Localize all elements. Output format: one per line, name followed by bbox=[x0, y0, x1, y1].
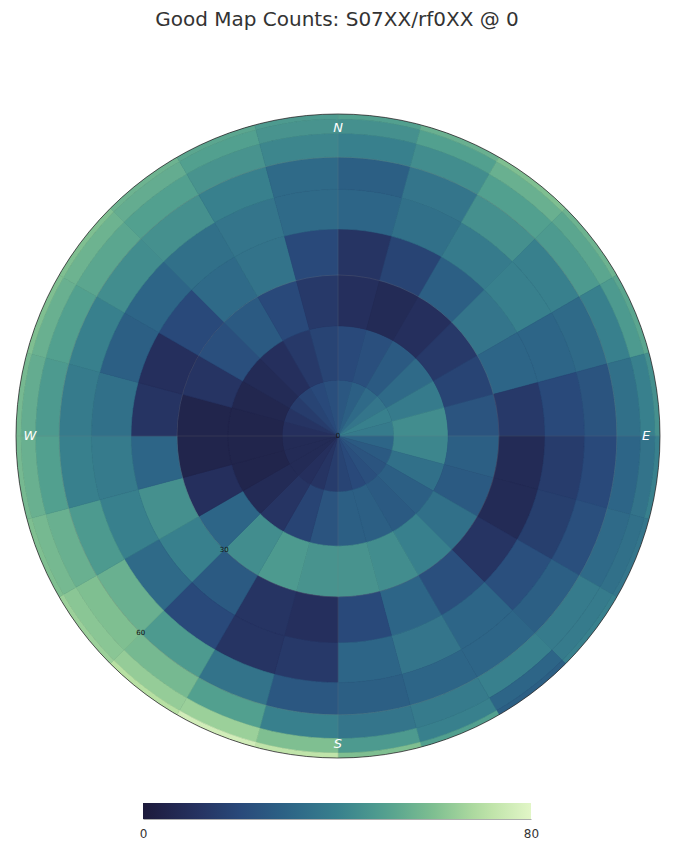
compass-label: W bbox=[24, 428, 38, 443]
heat-cell bbox=[562, 208, 617, 277]
heat-cell bbox=[538, 372, 585, 436]
heat-cell bbox=[284, 229, 338, 280]
sky-background bbox=[16, 114, 660, 758]
heat-cell bbox=[489, 650, 562, 711]
heat-cell bbox=[177, 125, 256, 161]
ring-tick-label: 0 bbox=[336, 432, 340, 440]
heat-cell bbox=[27, 518, 63, 597]
heat-cell bbox=[91, 372, 138, 436]
colorbar-axis-line bbox=[144, 819, 532, 820]
heat-cell bbox=[110, 157, 179, 212]
colorbar-tick-label: 80 bbox=[524, 827, 539, 841]
graticule-meridian bbox=[16, 436, 338, 437]
heat-cell bbox=[177, 436, 232, 478]
heat-cell bbox=[489, 161, 562, 222]
heat-cell bbox=[338, 436, 352, 492]
heat-cell bbox=[538, 436, 585, 500]
colorbar-axis: 0 80 bbox=[140, 819, 539, 841]
heat-cell bbox=[420, 125, 499, 161]
colorbar bbox=[143, 803, 531, 819]
heat-cell bbox=[63, 212, 124, 285]
heat-cell bbox=[309, 326, 338, 382]
heat-cell bbox=[131, 436, 182, 490]
heat-cell bbox=[338, 490, 367, 546]
heat-cell bbox=[63, 587, 124, 660]
heat-cell bbox=[91, 436, 138, 500]
heat-cell bbox=[59, 595, 114, 664]
heat-cell bbox=[282, 436, 338, 450]
chart: Good Map Counts: S07XX/rf0XX @ 0 0 30 60 N E S… bbox=[0, 0, 674, 852]
compass-label: E bbox=[642, 428, 651, 443]
plot-area bbox=[16, 114, 660, 758]
heat-cell bbox=[296, 275, 338, 330]
colorbar-tick: 80 bbox=[524, 819, 539, 841]
ring-tick-label: 30 bbox=[220, 546, 229, 554]
sky-outline bbox=[16, 114, 660, 758]
heat-cell bbox=[114, 161, 187, 222]
heat-cell bbox=[497, 157, 566, 212]
heat-cell bbox=[338, 542, 380, 597]
heat-cell bbox=[494, 382, 545, 436]
heat-cell bbox=[177, 711, 256, 747]
ring-tick-label: 60 bbox=[136, 629, 145, 637]
heat-cell bbox=[497, 660, 566, 715]
heat-cell bbox=[27, 275, 63, 354]
heat-cell bbox=[110, 660, 179, 715]
heat-cell bbox=[392, 407, 448, 436]
heat-cell bbox=[338, 592, 392, 643]
heat-cell bbox=[338, 189, 402, 236]
heat-cell bbox=[552, 587, 613, 660]
graticule-meridian bbox=[338, 114, 339, 436]
colorbar-tick: 0 bbox=[140, 819, 148, 841]
heat-cell bbox=[444, 394, 499, 436]
compass-label: S bbox=[334, 736, 342, 751]
heat-cell bbox=[274, 189, 338, 236]
heat-cell bbox=[59, 208, 114, 277]
heat-cell bbox=[274, 636, 338, 683]
heat-cell bbox=[552, 212, 613, 285]
heat-cell bbox=[562, 595, 617, 664]
heat-cell bbox=[420, 711, 499, 747]
graticule-meridian bbox=[338, 436, 660, 437]
heat-cell bbox=[338, 636, 402, 683]
heat-cell bbox=[338, 422, 394, 436]
heat-cell bbox=[114, 650, 187, 711]
title: Good Map Counts: S07XX/rf0XX @ 0 bbox=[155, 7, 519, 31]
heat-cell bbox=[228, 436, 284, 465]
colorbar-tick-label: 0 bbox=[140, 827, 148, 841]
heat-cell bbox=[613, 275, 649, 354]
heat-cell bbox=[613, 518, 649, 597]
graticule-meridian bbox=[338, 436, 339, 758]
compass-label: N bbox=[333, 120, 343, 135]
heat-cell bbox=[324, 380, 338, 436]
